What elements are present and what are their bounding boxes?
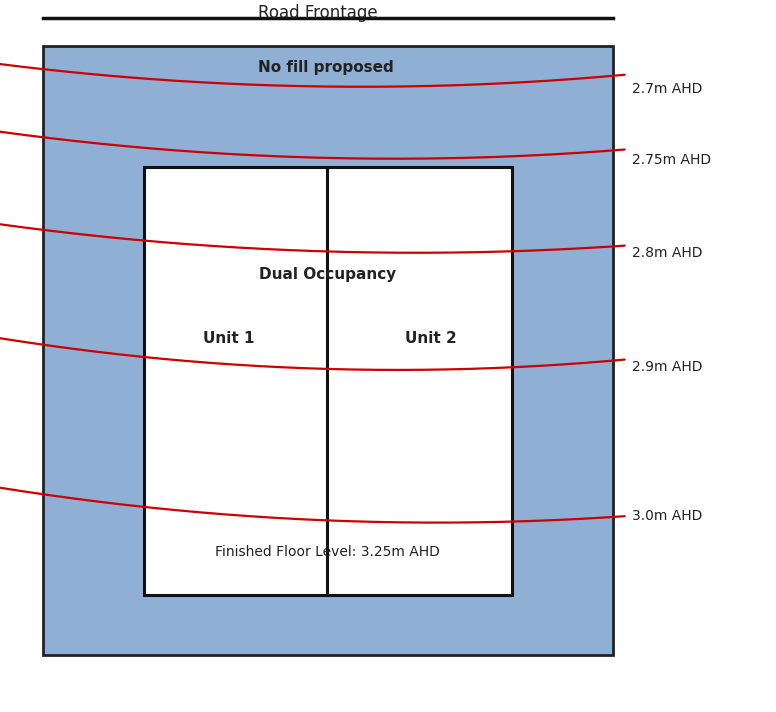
Text: 2.75m AHD: 2.75m AHD <box>632 153 712 167</box>
Bar <box>43 46 613 655</box>
Text: Unit 2: Unit 2 <box>405 330 456 346</box>
Text: 3.0m AHD: 3.0m AHD <box>632 509 703 523</box>
Text: 2.8m AHD: 2.8m AHD <box>632 246 703 260</box>
Bar <box>144 167 512 595</box>
Text: Dual Occupancy: Dual Occupancy <box>259 266 396 282</box>
Text: Finished Floor Level: 3.25m AHD: Finished Floor Level: 3.25m AHD <box>215 545 440 559</box>
Text: No fill proposed: No fill proposed <box>258 60 393 75</box>
Text: 2.9m AHD: 2.9m AHD <box>632 360 703 374</box>
Text: Road Frontage: Road Frontage <box>258 4 378 21</box>
Text: Unit 1: Unit 1 <box>203 330 255 346</box>
Text: 2.7m AHD: 2.7m AHD <box>632 82 703 96</box>
